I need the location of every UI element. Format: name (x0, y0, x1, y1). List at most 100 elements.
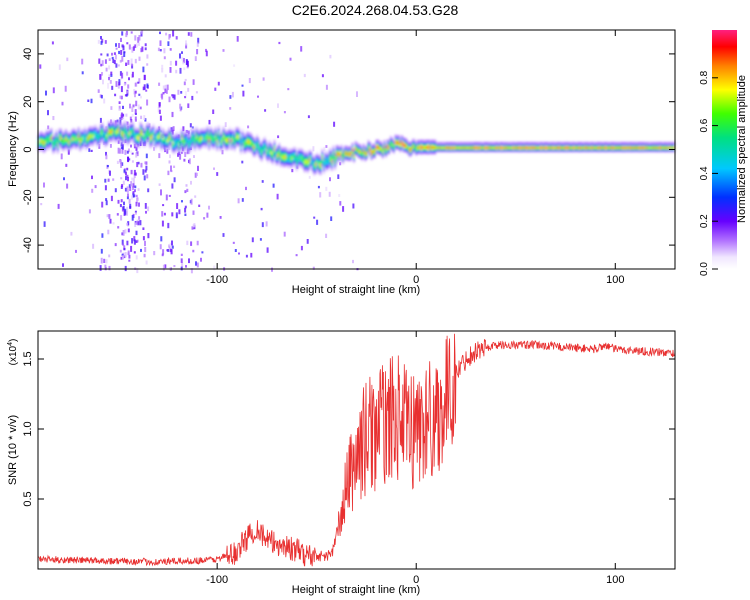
spectrogram-ridge-cell (229, 138, 231, 141)
spectrogram-ridge-cell (393, 141, 395, 144)
spectrogram-noise-cell (121, 232, 124, 236)
spectrogram-noise-cell (131, 113, 134, 118)
spectrogram-noise-cell (165, 90, 168, 94)
spectrogram-noise-cell (120, 95, 123, 100)
spectrogram-ridge-cell (409, 154, 411, 157)
spectrogram-ridge-cell (316, 158, 319, 161)
spectrogram-ridge-cell (297, 164, 300, 168)
spectrogram-ridge-cell (249, 140, 252, 144)
spectrogram-noise-cell (329, 54, 332, 59)
spectrogram-noise-cell (133, 194, 136, 198)
spectrogram-ridge-cell (354, 145, 357, 148)
spectrogram-ridge-cell (69, 133, 72, 137)
spectrogram-ridge-cell (342, 153, 344, 156)
spectrogram-ridge-cell (184, 145, 187, 148)
spectrogram-noise-cell (116, 160, 119, 164)
spectrogram-ridge-cell (141, 138, 144, 142)
spectrogram-noise-cell (120, 215, 123, 221)
spectrogram-noise-cell (208, 205, 210, 210)
spectrogram-ridge-cell (109, 125, 112, 128)
spectrogram-ridge-cell (364, 146, 367, 150)
spectrogram-noise-cell (120, 162, 123, 168)
spectrogram-ridge-cell (369, 147, 371, 151)
spectrogram-ridge-cell (407, 146, 410, 150)
spectrogram-ridge-cell (268, 157, 271, 160)
spectrogram-noise-cell (130, 169, 133, 175)
spectrogram-ridge-cell (184, 131, 187, 134)
spectrogram-ridge-cell (296, 165, 298, 169)
spectrogram-ridge-cell (270, 159, 273, 163)
spectrogram-ridge-cell (369, 141, 371, 145)
spectrogram-ridge-cell (358, 143, 360, 147)
spectrogram-noise-cell (136, 268, 139, 274)
spectrogram-ridge-cell (267, 149, 269, 152)
spectrogram-ridge-cell (232, 136, 234, 140)
spectrogram-noise-cell (134, 109, 137, 115)
spectrogram-ridge-cell (210, 140, 212, 144)
spectrogram-noise-cell (185, 40, 187, 46)
spectrogram-noise-cell (133, 236, 136, 241)
spectrogram-noise-cell (45, 90, 47, 96)
spectrogram-ridge-cell (117, 125, 120, 129)
spectrogram-ridge-cell (310, 152, 312, 155)
spectrogram-ridge-cell (358, 151, 360, 155)
spectrogram-noise-cell (214, 87, 217, 91)
spectrogram-ridge-cell (415, 143, 417, 146)
spectrogram-ridge-cell (197, 143, 199, 147)
spectrogram-x-ticks: -100 0 100 (206, 30, 624, 286)
spectrogram-noise-cell (325, 186, 328, 191)
spectrogram-noise-cell (145, 210, 147, 214)
spectrogram-ridge-cell (327, 153, 330, 157)
spectrogram-ridge-cell (155, 127, 158, 131)
spectrogram-ridge-cell (111, 130, 113, 133)
spectrogram-ridge-cell (522, 141, 524, 145)
spectrogram-ridge-cell (50, 139, 53, 143)
spectrogram-ridge-cell (178, 149, 180, 152)
spectrogram-ridge-cell (280, 153, 282, 156)
spectrogram-ridge-cell (434, 141, 437, 145)
spectrogram-ridge-cell (401, 137, 403, 141)
spectrogram-ridge-cell (108, 132, 110, 136)
spectrogram-noise-cell (216, 172, 219, 176)
spectrogram-ridge-cell (49, 142, 51, 146)
spectrogram-ridge-cell (447, 141, 449, 145)
spectrogram-ridge-cell (432, 145, 435, 149)
spectrogram-ridge-cell (291, 159, 293, 163)
spectrogram-ridge-cell (308, 158, 311, 162)
spectrogram-ridge-cell (200, 128, 202, 132)
spectrogram-ridge-cell (133, 134, 136, 138)
spectrogram-ridge-cell (413, 142, 416, 146)
spectrogram-ridge-cell (63, 142, 66, 146)
spectrogram-ridge-cell (173, 151, 175, 155)
spectrogram-noise-cell (43, 221, 46, 227)
spectrogram-ridge-cell (393, 145, 395, 148)
spectrogram-ridge-cell (272, 153, 274, 157)
spectrogram-noise-cell (103, 98, 106, 104)
spectrogram-ridge-cell (412, 138, 414, 142)
spectrogram-noise-cell (183, 81, 186, 86)
spectrogram-ridge-cell (417, 141, 419, 145)
spectrogram-ridge-cell (542, 141, 545, 145)
spectrogram-noise-cell (184, 190, 187, 194)
spectrogram-ridge-cell (151, 137, 153, 141)
spectrogram-ridge-cell (114, 134, 116, 137)
spectrogram-ridge-cell (265, 151, 268, 155)
spectrogram-noise-cell (306, 239, 309, 244)
spectrogram-noise-cell (138, 216, 141, 220)
spectrogram-noise-cell (144, 118, 147, 122)
spectrogram-ridge-cell (189, 136, 191, 140)
spectrogram-ridge-cell (281, 157, 284, 161)
spectrogram-ridge-cell (388, 147, 390, 151)
spectrogram-ridge-cell (483, 141, 486, 145)
spectrogram-ridge-cell (468, 141, 470, 145)
spectrogram-noise-cell (124, 94, 127, 97)
spectrogram-ridge-cell (139, 127, 142, 131)
spectrogram-noise-cell (101, 72, 103, 76)
spectrogram-ridge-cell (175, 147, 177, 150)
spectrogram-ridge-cell (77, 140, 80, 144)
spectrogram-ridge-cell (179, 135, 182, 138)
spectrogram-ridge-cell (96, 133, 99, 137)
spectrogram-ridge-cell (232, 142, 234, 146)
spectrogram-ridge-cell (370, 145, 373, 149)
spectrogram-ridge-cell (351, 154, 354, 158)
